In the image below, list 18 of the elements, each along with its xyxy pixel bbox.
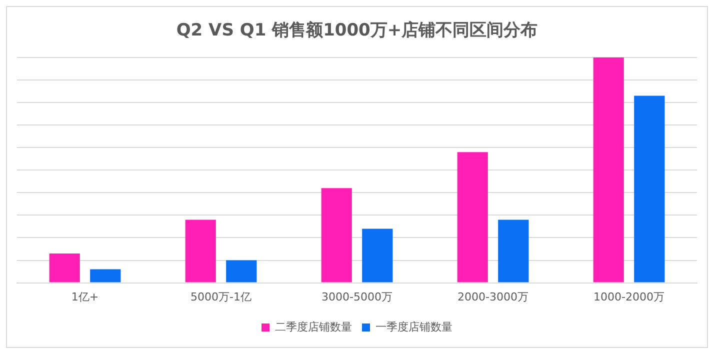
x-tick-label: 2000-3000万	[458, 290, 528, 304]
x-tick-label: 3000-5000万	[322, 290, 392, 304]
bar	[362, 228, 393, 282]
bar	[49, 254, 80, 282]
bar	[90, 269, 121, 282]
legend-label: 一季度店铺数量	[376, 320, 452, 334]
bar	[634, 96, 665, 282]
x-tick-label: 1亿+	[71, 290, 99, 304]
bar	[593, 57, 624, 282]
x-tick-label: 1000-2000万	[594, 290, 664, 304]
bar	[226, 260, 257, 282]
bar	[185, 220, 216, 282]
x-tick-label: 5000万-1亿	[190, 290, 252, 304]
bar	[457, 152, 488, 282]
chart-title: Q2 VS Q1 销售额1000万+店铺不同区间分布	[176, 20, 538, 41]
bar	[321, 188, 352, 282]
bar	[498, 220, 529, 282]
legend-label: 二季度店铺数量	[275, 320, 352, 334]
